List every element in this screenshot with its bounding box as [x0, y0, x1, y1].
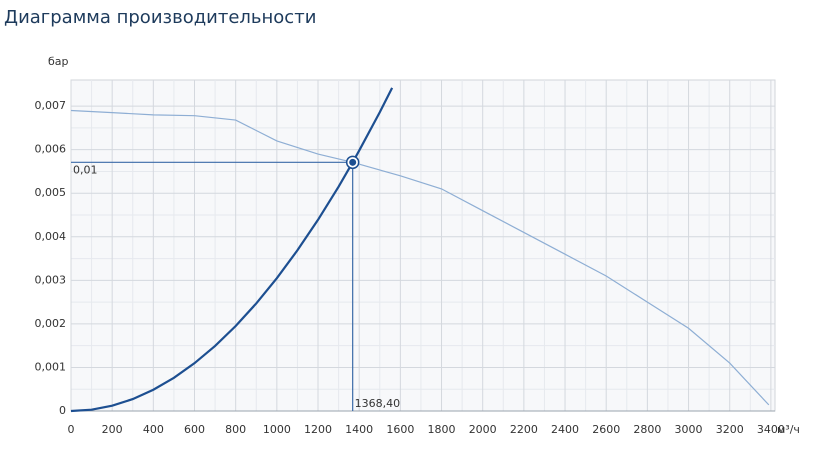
chart-title: Диаграмма производительности	[4, 7, 316, 28]
point-x-label: 1368,40	[355, 397, 401, 410]
x-tick-label: 1200	[304, 423, 332, 436]
x-tick-label: 3000	[675, 423, 703, 436]
x-tick-label: 2600	[592, 423, 620, 436]
x-tick-label: 3200	[716, 423, 744, 436]
y-tick-label: 0,004	[35, 230, 67, 243]
x-tick-label: 200	[102, 423, 123, 436]
x-tick-label: 1600	[386, 423, 414, 436]
x-tick-label: 3400	[757, 423, 785, 436]
x-tick-label: 800	[225, 423, 246, 436]
plot-area	[70, 79, 776, 412]
y-tick-label: 0,003	[35, 273, 67, 286]
y-tick-label: 0,001	[35, 360, 67, 373]
y-tick-label: 0,007	[35, 99, 67, 112]
x-tick-label: 2400	[551, 423, 579, 436]
point-y-label: 0,01	[73, 163, 98, 176]
curve	[70, 109, 770, 406]
x-tick-label: 1800	[428, 423, 456, 436]
x-tick-label: 2000	[469, 423, 497, 436]
y-tick-label: 0,005	[35, 186, 67, 199]
y-tick-label: 0	[59, 404, 66, 417]
x-tick-label: 600	[184, 423, 205, 436]
y-tick-label: 0,006	[35, 143, 67, 156]
x-tick-label: 2200	[510, 423, 538, 436]
x-tick-label: 0	[68, 423, 75, 436]
y-tick-label: 0,002	[35, 317, 67, 330]
x-tick-label: 400	[143, 423, 164, 436]
y-axis-label: бар	[48, 55, 69, 68]
x-axis-label: м³/ч	[777, 423, 800, 436]
x-tick-label: 2800	[633, 423, 661, 436]
x-tick-label: 1000	[263, 423, 291, 436]
operating-point	[349, 158, 357, 166]
x-tick-label: 1400	[345, 423, 373, 436]
